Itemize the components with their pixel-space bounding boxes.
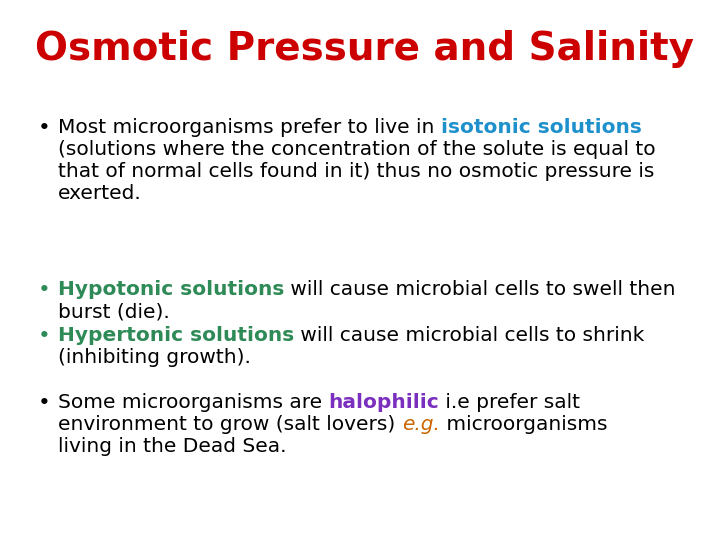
Text: Most microorganisms prefer to live in: Most microorganisms prefer to live in [58,118,441,137]
Text: (inhibiting growth).: (inhibiting growth). [58,348,251,367]
Text: (solutions where the concentration of the solute is equal to: (solutions where the concentration of th… [58,140,656,159]
Text: microorganisms: microorganisms [439,415,607,434]
Text: Hypotonic solutions: Hypotonic solutions [58,280,284,299]
Text: i.e prefer salt: i.e prefer salt [439,393,580,412]
Text: will cause microbial cells to shrink: will cause microbial cells to shrink [294,326,644,345]
Text: isotonic solutions: isotonic solutions [441,118,642,137]
Text: •: • [38,280,50,300]
Text: that of normal cells found in it) thus no osmotic pressure is: that of normal cells found in it) thus n… [58,162,654,181]
Text: environment to grow (salt lovers): environment to grow (salt lovers) [58,415,402,434]
Text: •: • [38,393,50,413]
Text: living in the Dead Sea.: living in the Dead Sea. [58,437,287,456]
Text: •: • [38,326,50,346]
Text: burst (die).: burst (die). [58,302,170,321]
Text: exerted.: exerted. [58,184,142,203]
Text: Hypertonic solutions: Hypertonic solutions [58,326,294,345]
Text: Osmotic Pressure and Salinity: Osmotic Pressure and Salinity [35,30,694,68]
Text: Some microorganisms are: Some microorganisms are [58,393,328,412]
Text: halophilic: halophilic [328,393,439,412]
Text: e.g.: e.g. [402,415,439,434]
Text: •: • [38,118,50,138]
Text: will cause microbial cells to swell then: will cause microbial cells to swell then [284,280,676,299]
